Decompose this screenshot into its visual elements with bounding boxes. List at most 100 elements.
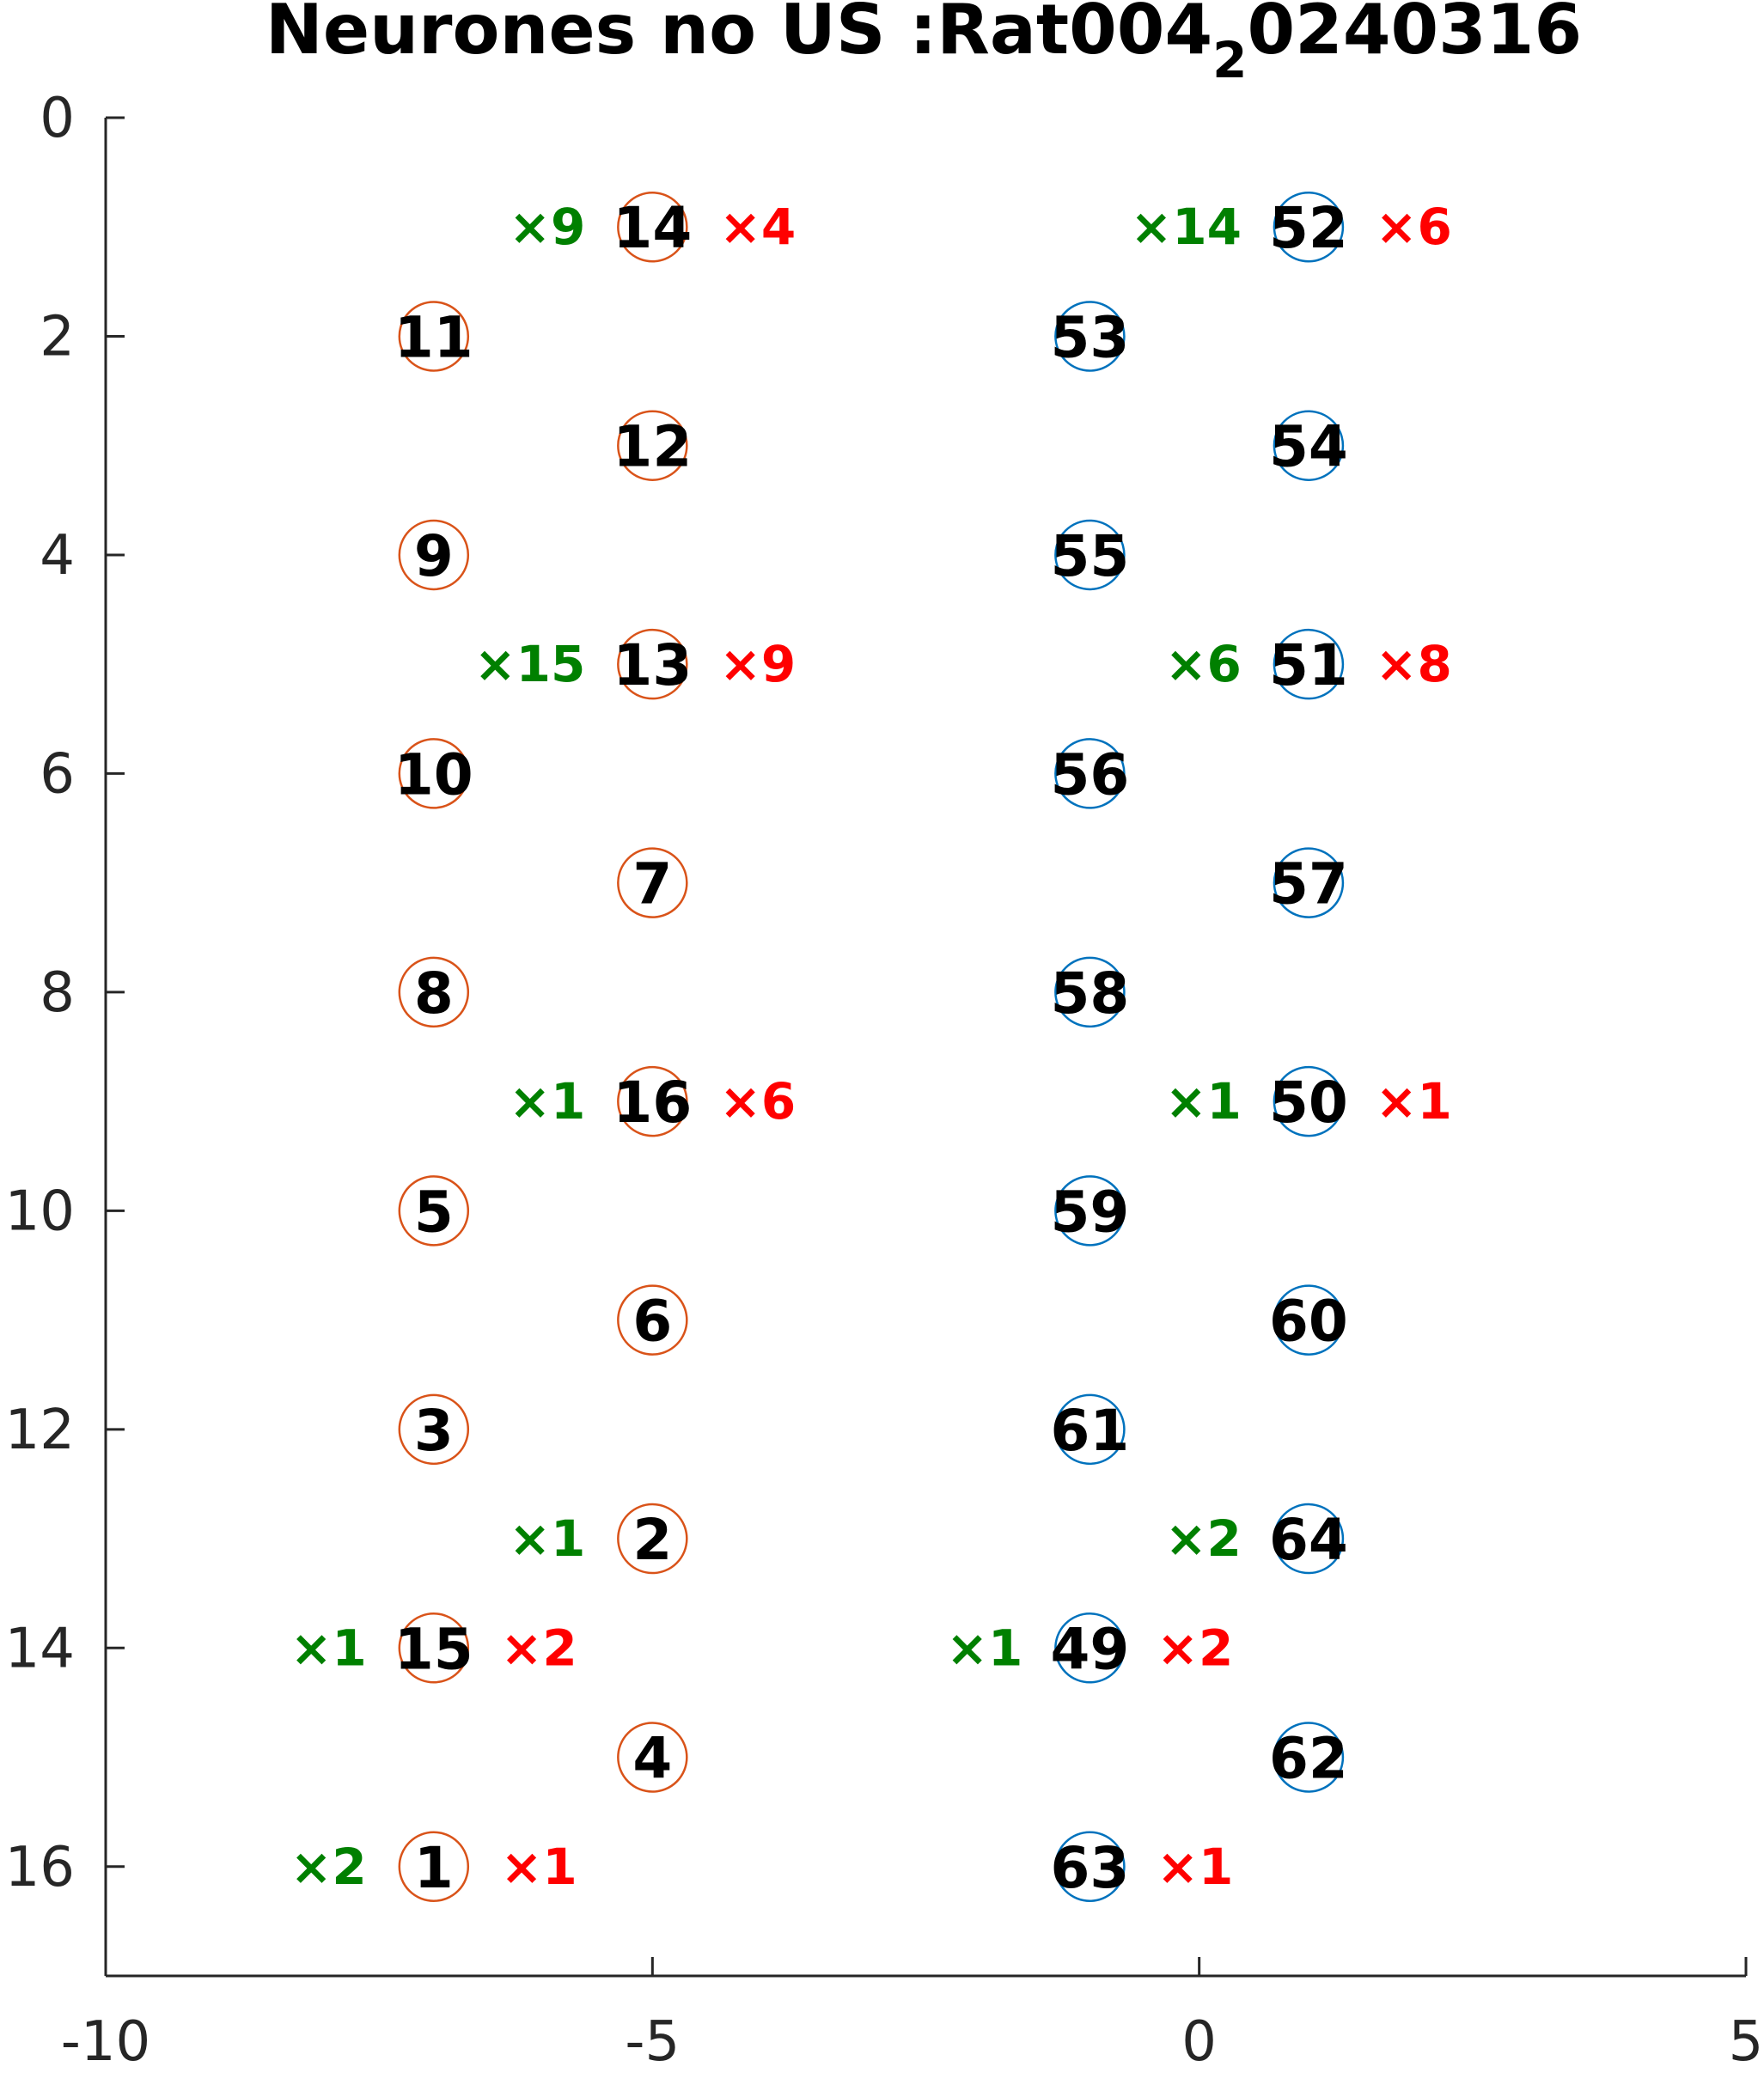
left-count-label: ×1 bbox=[509, 1509, 585, 1568]
left-count-label: ×9 bbox=[509, 198, 585, 256]
channel-label: 4 bbox=[632, 1726, 672, 1792]
channel-label: 59 bbox=[1050, 1179, 1129, 1245]
channel-marker bbox=[1054, 301, 1126, 372]
channel-label: 63 bbox=[1050, 1835, 1129, 1901]
channel-label: 56 bbox=[1050, 741, 1129, 808]
channel-marker bbox=[617, 847, 688, 918]
channel-marker bbox=[398, 738, 470, 809]
channel-label: 8 bbox=[414, 960, 454, 1027]
channel-label: 15 bbox=[394, 1616, 473, 1682]
channel-label: 60 bbox=[1269, 1289, 1348, 1355]
channel-label: 5 bbox=[414, 1179, 454, 1245]
channel-label: 2 bbox=[632, 1507, 672, 1573]
chart-title: Neurones no US :Rat00420240316 bbox=[266, 0, 1582, 89]
channel-marker bbox=[398, 956, 470, 1028]
channel-marker bbox=[1054, 956, 1126, 1028]
channel-label: 50 bbox=[1269, 1070, 1348, 1136]
channel-label: 62 bbox=[1269, 1726, 1348, 1792]
channel-marker bbox=[1273, 1722, 1345, 1793]
channel-label: 51 bbox=[1269, 632, 1348, 698]
chart-title-subscript: 2 bbox=[1212, 31, 1247, 89]
right-count-label: ×8 bbox=[1376, 635, 1452, 693]
channel-marker bbox=[1273, 191, 1345, 263]
channel-marker bbox=[617, 628, 688, 700]
y-tick-label: 10 bbox=[5, 1180, 75, 1243]
channel-marker bbox=[398, 301, 470, 372]
channel-label: 12 bbox=[613, 414, 692, 480]
channel-marker bbox=[398, 1175, 470, 1247]
channel-marker bbox=[1273, 628, 1345, 700]
y-tick-label: 2 bbox=[40, 305, 75, 369]
x-tick-label: 0 bbox=[1181, 2010, 1217, 2074]
right-count-label: ×9 bbox=[719, 635, 796, 693]
chart-title-suffix: 0240316 bbox=[1247, 0, 1582, 70]
left-count-label: ×1 bbox=[509, 1072, 585, 1131]
y-tick-label: 6 bbox=[40, 742, 75, 806]
channel-label: 57 bbox=[1269, 851, 1348, 918]
right-count-label: ×2 bbox=[501, 1619, 577, 1677]
channel-marker bbox=[1273, 410, 1345, 481]
y-tick-label: 16 bbox=[5, 1836, 75, 1899]
channel-marker bbox=[398, 1613, 470, 1684]
left-count-label: ×1 bbox=[1165, 1072, 1242, 1131]
channel-marker bbox=[617, 1284, 688, 1356]
right-count-label: ×1 bbox=[1376, 1072, 1452, 1131]
channel-marker bbox=[617, 1722, 688, 1793]
right-count-label: ×1 bbox=[501, 1838, 577, 1896]
channel-marker bbox=[1054, 519, 1126, 591]
channel-label: 13 bbox=[613, 632, 692, 698]
channel-label: 49 bbox=[1050, 1616, 1129, 1682]
x-tick-label: -5 bbox=[625, 2010, 680, 2074]
x-tick-label: -10 bbox=[61, 2010, 151, 2074]
channel-marker bbox=[617, 1065, 688, 1137]
channel-label: 9 bbox=[414, 523, 454, 589]
left-count-label: ×6 bbox=[1165, 635, 1242, 693]
channel-label: 16 bbox=[613, 1070, 692, 1136]
channel-marker bbox=[1273, 1065, 1345, 1137]
channel-marker bbox=[1054, 1393, 1126, 1466]
channel-marker bbox=[1054, 1613, 1126, 1684]
channel-label: 64 bbox=[1269, 1507, 1348, 1573]
right-count-label: ×2 bbox=[1157, 1619, 1233, 1677]
right-count-label: ×6 bbox=[1376, 198, 1452, 256]
right-count-label: ×1 bbox=[1157, 1838, 1233, 1896]
channel-marker bbox=[1054, 1831, 1126, 1903]
channel-label: 14 bbox=[613, 195, 692, 261]
channel-label: 11 bbox=[394, 304, 473, 370]
left-count-label: ×2 bbox=[290, 1838, 367, 1896]
left-count-label: ×1 bbox=[290, 1619, 367, 1677]
channel-marker bbox=[1273, 1503, 1345, 1575]
channel-label: 58 bbox=[1050, 960, 1129, 1027]
left-count-label: ×14 bbox=[1131, 198, 1242, 256]
y-tick-label: 8 bbox=[40, 961, 75, 1025]
y-tick-label: 4 bbox=[40, 524, 75, 588]
channel-marker bbox=[1273, 847, 1345, 918]
right-count-label: ×4 bbox=[719, 198, 796, 256]
channel-marker bbox=[617, 1503, 688, 1575]
left-count-label: ×2 bbox=[1165, 1509, 1242, 1568]
channel-marker bbox=[398, 1831, 470, 1903]
y-tick-label: 0 bbox=[40, 87, 75, 150]
channel-marker bbox=[1054, 738, 1126, 809]
channel-label: 52 bbox=[1269, 195, 1348, 261]
channel-label: 6 bbox=[632, 1289, 672, 1355]
channel-label: 7 bbox=[632, 851, 672, 918]
chart-title-main: Neurones no US :Rat004 bbox=[266, 0, 1212, 70]
y-tick-label: 12 bbox=[5, 1399, 75, 1462]
channel-marker bbox=[398, 519, 470, 591]
right-count-label: ×6 bbox=[719, 1072, 796, 1131]
channel-label: 55 bbox=[1050, 523, 1129, 589]
left-count-label: ×15 bbox=[474, 635, 585, 693]
channel-label: 1 bbox=[414, 1835, 454, 1901]
channel-marker bbox=[398, 1393, 470, 1466]
channel-label: 61 bbox=[1050, 1398, 1129, 1464]
x-tick-label: 5 bbox=[1729, 2010, 1764, 2074]
channel-marker bbox=[1054, 1175, 1126, 1247]
channel-marker bbox=[617, 191, 688, 263]
left-count-label: ×1 bbox=[946, 1619, 1022, 1677]
channel-label: 10 bbox=[394, 741, 473, 808]
channel-marker bbox=[617, 410, 688, 481]
channel-marker bbox=[1273, 1284, 1345, 1356]
